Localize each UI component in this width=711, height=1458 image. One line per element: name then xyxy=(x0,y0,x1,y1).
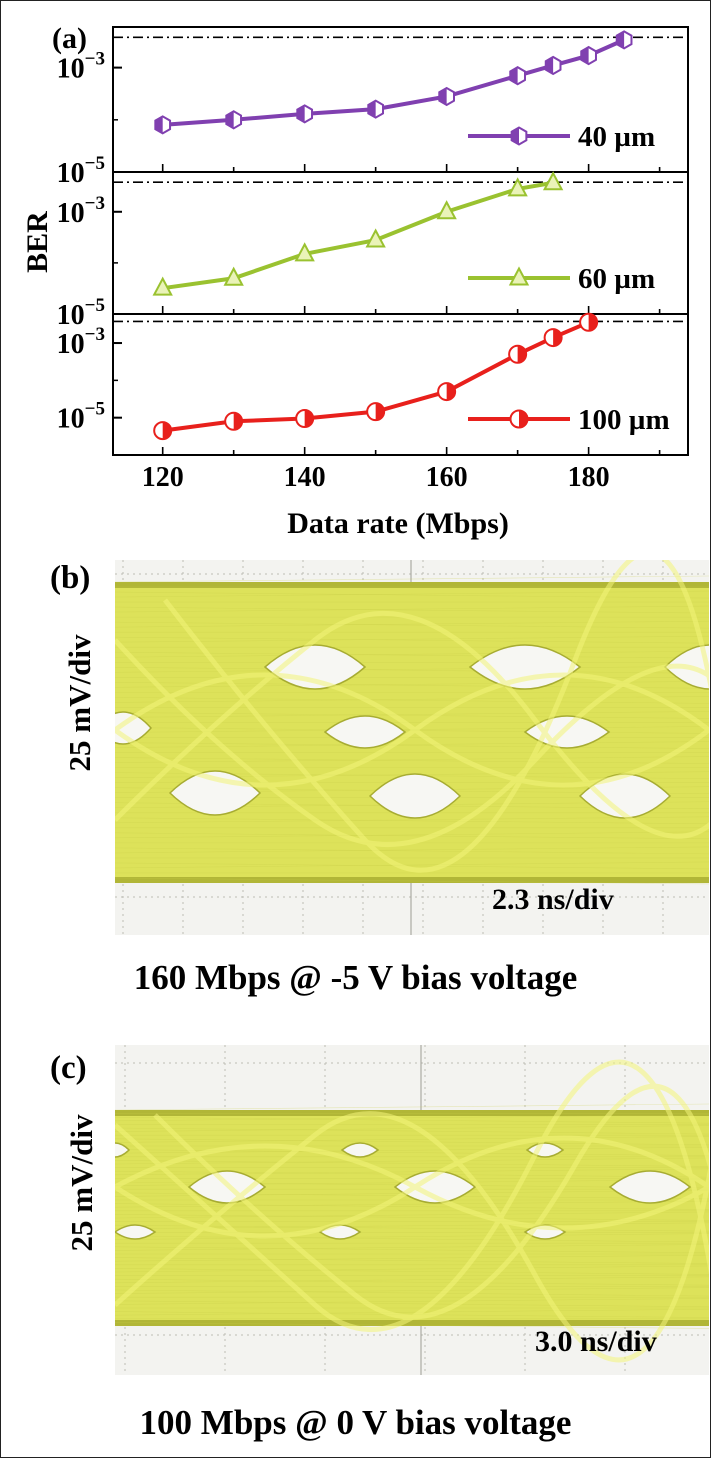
data-point xyxy=(438,86,456,107)
ber-subplot: 10−5 10−3 60 µm xyxy=(57,171,689,331)
legend-label: 100 µm xyxy=(578,404,670,436)
data-point xyxy=(580,45,597,66)
legend-marker xyxy=(508,266,530,286)
data-point xyxy=(542,171,564,191)
panel-label-b: (b) xyxy=(50,560,91,596)
y-tick-label: 10−5 xyxy=(57,295,105,331)
data-point xyxy=(365,228,386,248)
subplot-frame xyxy=(112,313,689,456)
data-point xyxy=(223,266,244,286)
data-point xyxy=(509,66,526,86)
legend: 60 µm xyxy=(468,263,655,295)
eye-diagram-b xyxy=(115,560,709,935)
voltage-scale-label-c: 25 mV/div xyxy=(64,1114,99,1252)
trace-band xyxy=(115,1103,709,1329)
eye-opening xyxy=(323,715,407,749)
data-point xyxy=(543,328,563,348)
data-point xyxy=(154,115,172,135)
data-point xyxy=(366,402,386,422)
caption-c: 100 Mbps @ 0 V bias voltage xyxy=(139,1403,572,1442)
data-point xyxy=(437,382,457,402)
y-tick-label: 10−5 xyxy=(57,399,105,435)
data-point xyxy=(225,110,243,130)
data-point xyxy=(295,409,315,429)
eye-diagram-c xyxy=(115,1045,709,1375)
series-line xyxy=(162,180,554,291)
legend-marker xyxy=(509,409,529,429)
eye-opening xyxy=(115,1142,131,1158)
eye-pattern-c xyxy=(115,1045,709,1375)
y-axis-label: BER xyxy=(21,211,54,273)
x-axis-label: Data rate (Mbps) xyxy=(287,507,509,540)
data-point xyxy=(436,200,457,220)
ber-subplot: 10−5 10−3 40 µm xyxy=(57,26,689,189)
data-point xyxy=(544,55,562,76)
data-point xyxy=(296,104,314,124)
time-scale-label-c: 3.0 ns/div xyxy=(535,1325,657,1358)
ber-subplot: 10−5 10−3 100 µm xyxy=(57,312,689,456)
legend: 100 µm xyxy=(468,404,670,436)
eye-opening xyxy=(368,773,462,819)
eye-pattern-b xyxy=(115,560,709,935)
y-tick-label: 10−5 xyxy=(57,153,105,189)
y-tick-label: 10−3 xyxy=(57,324,105,360)
data-point xyxy=(367,99,385,119)
panel-label-c: (c) xyxy=(50,1050,87,1086)
data-point xyxy=(615,30,633,50)
data-point xyxy=(508,344,528,364)
x-tick-label: 160 xyxy=(426,462,468,493)
panel-label-a: (a) xyxy=(52,22,87,55)
legend-label: 40 µm xyxy=(578,121,655,153)
eye-opening xyxy=(340,1142,380,1158)
voltage-scale-label-b: 25 mV/div xyxy=(62,634,97,772)
eye-openings xyxy=(115,644,709,819)
time-scale-label-b: 2.3 ns/div xyxy=(492,883,614,916)
data-point xyxy=(579,312,599,332)
data-point xyxy=(153,421,173,441)
y-tick-label: 10−3 xyxy=(57,193,105,229)
legend-marker xyxy=(510,126,528,146)
caption-b: 160 Mbps @ -5 V bias voltage xyxy=(133,958,578,997)
eye-opening xyxy=(393,1170,477,1204)
transition-traces xyxy=(115,1059,709,1363)
transition-traces xyxy=(115,560,709,873)
x-tick-label: 140 xyxy=(284,462,326,493)
x-tick-label: 120 xyxy=(142,462,184,493)
eye-opening xyxy=(608,1170,692,1204)
data-point xyxy=(507,177,528,197)
eye-opening xyxy=(115,1224,157,1240)
y-tick-label: 10−3 xyxy=(57,49,105,85)
x-tick-label: 180 xyxy=(568,462,610,493)
data-point xyxy=(224,411,244,431)
data-point xyxy=(152,276,173,296)
legend-label: 60 µm xyxy=(578,263,655,295)
legend: 40 µm xyxy=(468,121,655,153)
data-point xyxy=(294,242,315,262)
